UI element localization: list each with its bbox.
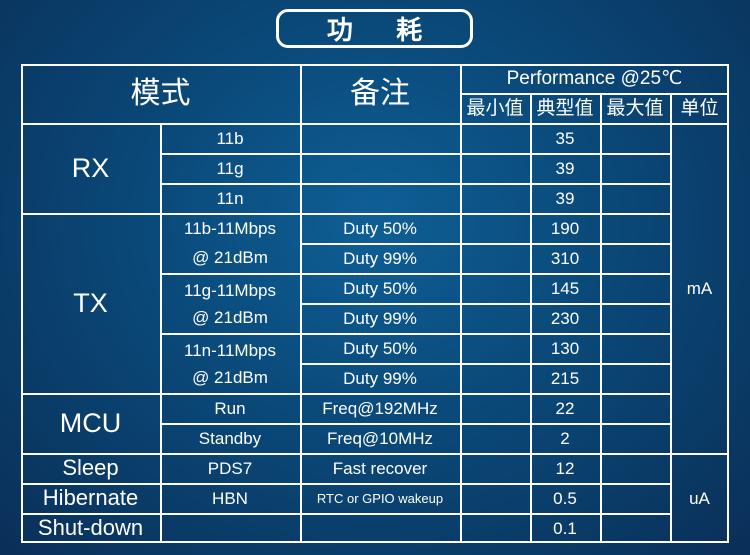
rx-11n-sub: 11n bbox=[216, 188, 244, 208]
group-tx: TX bbox=[73, 287, 108, 318]
mcu-run-sub: Run bbox=[214, 398, 246, 418]
tx-n-note1: Duty 50% bbox=[343, 338, 417, 358]
unit-ua: uA bbox=[689, 488, 710, 508]
header-typ: 典型值 bbox=[536, 97, 594, 119]
divider bbox=[460, 93, 729, 95]
tx-b-mode: 11b-11Mbps bbox=[184, 218, 276, 238]
group-hibernate: Hibernate bbox=[42, 485, 139, 510]
tx-g-mode: 11g-11Mbps bbox=[184, 280, 276, 300]
tx-g-power: @ 21dBm bbox=[192, 307, 268, 327]
page-title: 功 耗 bbox=[276, 9, 473, 48]
divider bbox=[460, 64, 462, 543]
tx-n-note2: Duty 99% bbox=[343, 368, 417, 388]
group-mcu: MCU bbox=[59, 407, 122, 438]
rx-11n-typ: 39 bbox=[555, 188, 575, 208]
mcu-run-typ: 22 bbox=[555, 398, 575, 418]
tx-b-typ2: 310 bbox=[550, 248, 580, 268]
divider bbox=[21, 483, 670, 485]
mcu-standby-typ: 2 bbox=[560, 428, 570, 448]
header-unit: 单位 bbox=[680, 97, 719, 119]
header-max: 最大值 bbox=[606, 97, 664, 119]
mcu-standby-sub: Standby bbox=[198, 428, 262, 448]
tx-g-typ2: 230 bbox=[550, 308, 580, 328]
rx-11b-sub: 11b bbox=[216, 128, 244, 148]
tx-g-note2: Duty 99% bbox=[343, 308, 417, 328]
tx-g-note1: Duty 50% bbox=[343, 278, 417, 298]
divider bbox=[300, 363, 670, 365]
divider bbox=[21, 393, 670, 395]
header-performance: Performance @25℃ bbox=[506, 68, 683, 89]
rx-11g-typ: 39 bbox=[555, 158, 575, 178]
sleep-typ: 12 bbox=[555, 458, 575, 478]
sleep-sub: PDS7 bbox=[207, 458, 253, 478]
hibernate-typ: 0.5 bbox=[553, 488, 577, 508]
divider bbox=[160, 273, 670, 275]
divider bbox=[670, 93, 672, 543]
divider bbox=[160, 423, 670, 425]
table-border bbox=[21, 64, 729, 543]
tx-g-typ1: 145 bbox=[550, 278, 580, 298]
tx-b-typ1: 190 bbox=[550, 218, 580, 238]
tx-n-typ2: 215 bbox=[550, 368, 580, 388]
sleep-note: Fast recover bbox=[332, 458, 428, 478]
shutdown-typ: 0.1 bbox=[553, 518, 577, 538]
divider bbox=[160, 123, 162, 543]
group-rx: RX bbox=[71, 152, 110, 183]
group-shutdown: Shut-down bbox=[37, 515, 144, 540]
tx-b-note1: Duty 50% bbox=[343, 218, 417, 238]
divider bbox=[21, 513, 670, 515]
unit-ma: mA bbox=[686, 278, 713, 298]
divider bbox=[21, 213, 670, 215]
divider bbox=[21, 123, 729, 125]
divider bbox=[530, 93, 532, 543]
hibernate-note: RTC or GPIO wakeup bbox=[316, 490, 444, 506]
group-sleep: Sleep bbox=[62, 455, 119, 480]
tx-b-power: @ 21dBm bbox=[192, 247, 268, 267]
divider bbox=[160, 183, 670, 185]
hibernate-sub: HBN bbox=[212, 488, 248, 508]
rx-11b-typ: 35 bbox=[555, 128, 575, 148]
divider bbox=[160, 333, 670, 335]
rx-11g-sub: 11g bbox=[216, 158, 244, 178]
tx-n-typ1: 130 bbox=[550, 338, 580, 358]
divider bbox=[300, 243, 670, 245]
tx-n-mode: 11n-11Mbps bbox=[184, 340, 276, 360]
mcu-run-note: Freq@192MHz bbox=[322, 398, 438, 418]
mcu-standby-note: Freq@10MHz bbox=[326, 428, 434, 448]
header-min: 最小值 bbox=[466, 97, 524, 119]
divider bbox=[300, 64, 302, 543]
divider bbox=[21, 453, 729, 455]
divider bbox=[160, 153, 670, 155]
header-note: 备注 bbox=[350, 76, 410, 110]
divider bbox=[600, 93, 602, 543]
tx-n-power: @ 21dBm bbox=[192, 367, 268, 387]
tx-b-note2: Duty 99% bbox=[343, 248, 417, 268]
header-mode: 模式 bbox=[130, 76, 191, 110]
divider bbox=[300, 303, 670, 305]
